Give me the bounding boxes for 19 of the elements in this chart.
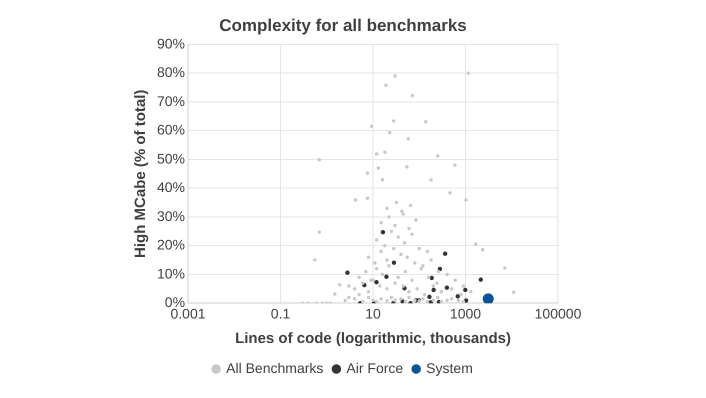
y-tick-label: 50% — [156, 150, 186, 166]
y-tick-label: 60% — [156, 122, 186, 138]
x-axis-title: Lines of code (logarithmic, thousands) — [235, 330, 511, 348]
legend-label: Air Force — [346, 360, 404, 376]
y-tick-label: 10% — [156, 265, 186, 282]
y-tick-label: 70% — [156, 92, 186, 109]
y-tick-label: 20% — [156, 236, 186, 253]
y-tick-label: 80% — [156, 64, 186, 80]
y-tick-label: 30% — [156, 208, 186, 224]
y-axis-title: High MCabe (% of total) — [132, 90, 150, 258]
x-tick-label: 1000 — [450, 305, 482, 322]
x-tick-label: 0.1 — [270, 305, 290, 322]
x-tick-label: 10 — [365, 305, 382, 322]
legend-label: System — [426, 360, 473, 376]
y-tick-label: 90% — [156, 35, 186, 52]
chart-title: Complexity for all benchmarks — [219, 16, 467, 35]
x-tick-label: 100000 — [534, 305, 582, 322]
y-tick-label: 40% — [156, 179, 186, 196]
legend-label: All Benchmarks — [226, 360, 324, 376]
